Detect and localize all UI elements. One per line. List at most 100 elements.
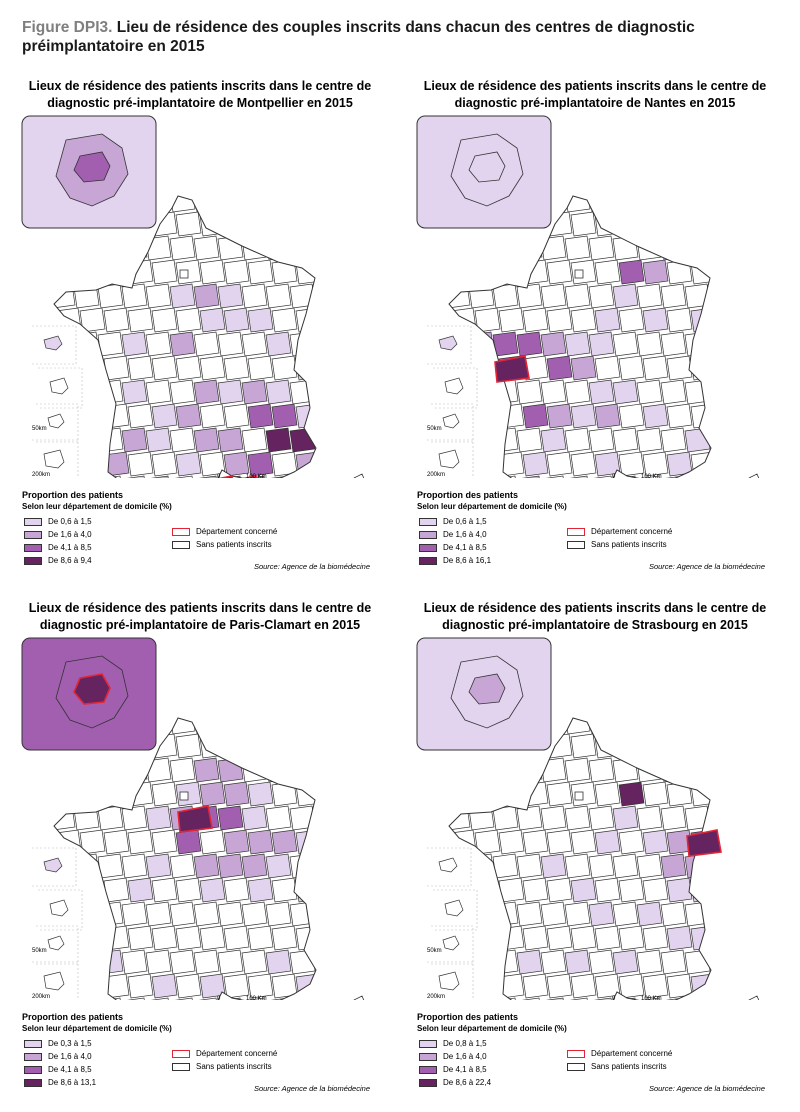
inset-scale-50: 50km — [32, 948, 47, 954]
department-area — [618, 925, 645, 951]
department-area — [684, 853, 711, 879]
legend-class-3: De 4,1 à 8,5 — [419, 1064, 487, 1076]
department-area — [522, 259, 549, 285]
legend-title: Proportion des patients — [417, 1012, 519, 1022]
source-note: Source: Agence de la biomédecine — [253, 1084, 370, 1093]
department-area — [540, 901, 567, 927]
legend-class-1: De 0,6 à 1,5 — [419, 516, 487, 528]
department-area — [636, 853, 663, 879]
department-area — [588, 196, 615, 213]
department-area — [73, 853, 100, 879]
department-area — [618, 733, 645, 759]
department-area — [642, 451, 669, 477]
legend-class-label: De 0,8 à 1,5 — [443, 1039, 487, 1048]
department-area — [636, 283, 663, 309]
department-area — [320, 782, 345, 806]
department-area — [708, 196, 711, 213]
legend-swatch — [419, 1065, 437, 1074]
department-area — [449, 757, 471, 783]
legend-swatch — [24, 1052, 42, 1061]
overseas-department — [47, 413, 65, 429]
department-area — [79, 925, 106, 951]
department-area — [492, 283, 519, 309]
department-area — [636, 718, 663, 735]
department-area — [660, 949, 687, 975]
department-area — [468, 331, 495, 357]
department-area — [265, 475, 292, 478]
department-area — [588, 901, 615, 927]
department-area — [73, 379, 100, 405]
department-area — [175, 403, 202, 429]
department-area — [103, 925, 130, 951]
department-area — [564, 475, 591, 478]
overseas-department — [444, 899, 464, 917]
department-area — [247, 973, 274, 999]
legend-swatch — [24, 530, 42, 539]
legend-class-label: De 0,3 à 1,5 — [48, 1039, 92, 1048]
department-area — [570, 733, 597, 759]
department-area — [169, 901, 196, 927]
department-area — [588, 283, 615, 309]
legend-no-patients-label: Sans patients inscrits — [196, 1062, 272, 1071]
department-area — [271, 403, 298, 429]
department-area — [175, 211, 202, 237]
concerned-department — [217, 475, 234, 478]
department-area — [313, 853, 316, 879]
department-area — [618, 877, 645, 903]
scale-label-100: 100 Km — [641, 474, 662, 478]
department-area — [217, 379, 244, 405]
department-area — [522, 307, 549, 333]
overseas-frame — [38, 367, 83, 409]
department-area — [175, 355, 202, 381]
choropleth-map: 50km 200km 0 100 Km — [416, 637, 760, 1000]
department-area — [295, 403, 316, 429]
department-area — [271, 877, 298, 903]
department-area — [217, 805, 244, 831]
department-area — [588, 475, 615, 478]
inset-paris — [468, 673, 506, 705]
legend-class-1: De 0,8 à 1,5 — [419, 1038, 487, 1050]
department-area — [570, 211, 597, 237]
department-area — [516, 757, 543, 783]
department-area — [193, 997, 220, 1000]
department-area — [313, 379, 316, 405]
department-area — [474, 307, 501, 333]
legend-subtitle: Selon leur département de domicile (%) — [22, 1024, 172, 1033]
department-area — [690, 973, 711, 999]
department-area — [570, 355, 597, 381]
department-area — [449, 475, 471, 478]
department-area — [54, 997, 76, 1000]
overseas-department — [442, 413, 460, 429]
department-area — [169, 331, 196, 357]
department-area — [708, 379, 711, 405]
department-area — [660, 997, 687, 1000]
department-area — [320, 212, 345, 236]
department-area — [588, 997, 615, 1000]
department-area — [241, 853, 268, 879]
department-area — [127, 451, 154, 477]
department-area — [588, 427, 615, 453]
figure-title-text: Lieu de résidence des couples inscrits d… — [22, 19, 695, 55]
department-area — [127, 829, 154, 855]
department-area — [612, 853, 639, 879]
legend-concerned-label: Département concerné — [591, 527, 673, 536]
department-area — [715, 452, 740, 476]
department-area — [320, 878, 345, 902]
department-area — [193, 718, 220, 735]
legend-class-label: De 4,1 à 8,5 — [443, 1065, 487, 1074]
department-area — [313, 805, 316, 831]
department-area — [660, 235, 687, 261]
department-area — [151, 973, 178, 999]
overseas-department — [438, 449, 460, 469]
department-area — [73, 757, 100, 783]
department-cells — [54, 718, 345, 1000]
department-area — [618, 781, 645, 807]
department-area — [690, 781, 711, 807]
department-area — [313, 997, 316, 1000]
legend-class-label: De 8,6 à 16,1 — [443, 556, 492, 565]
department-area — [313, 475, 316, 478]
department-area — [612, 757, 639, 783]
department-area — [642, 829, 669, 855]
legend-swatch — [24, 1065, 42, 1074]
department-area — [468, 757, 495, 783]
